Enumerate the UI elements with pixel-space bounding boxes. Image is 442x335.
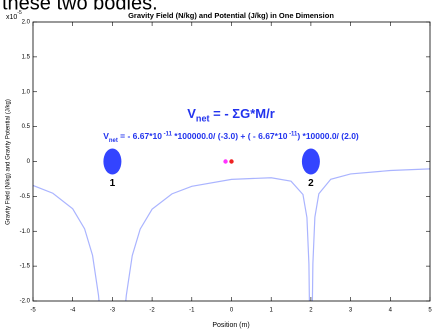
formula-1: Vnet = - ΣG*M/r (187, 106, 275, 124)
body-label: 1 (110, 178, 116, 189)
formula-text: V (187, 106, 196, 121)
x-tick-label: -4 (70, 308, 76, 314)
chart-title: Gravity Field (N/kg) and Potential (J/kg… (128, 11, 334, 20)
formula-text: *100000.0/ (-3.0) + ( - 6.67*10 (172, 131, 288, 141)
y-tick-label: 0 (27, 159, 31, 165)
x-tick-label: 3 (349, 308, 353, 314)
y-tick-label: 2.0 (22, 20, 31, 26)
formula-text: = - 6.67*10 (118, 131, 162, 141)
x-tick-label: 5 (428, 308, 432, 314)
y-tick-label: 1.0 (22, 89, 31, 95)
y-tick-label: 1.5 (22, 54, 31, 60)
subscript: net (196, 114, 210, 124)
x-tick-label: -1 (189, 308, 195, 314)
x-tick-label: -2 (149, 308, 155, 314)
formula-text: ) *10000.0/ (2.0) (297, 131, 359, 141)
y-tick-label: 0.5 (22, 124, 31, 130)
x-tick-label: 0 (230, 308, 234, 314)
superscript: -11 (287, 131, 298, 137)
y-multiplier: x10-5 (6, 10, 22, 21)
plot-area (33, 168, 430, 301)
x-tick-label: 1 (270, 308, 274, 314)
x-tick-label: -5 (30, 308, 36, 314)
x-tick-label: 4 (389, 308, 393, 314)
formula-text: = - ΣG*M/r (210, 106, 275, 121)
multiplier-base: x10 (6, 14, 17, 21)
body-label: 2 (308, 178, 314, 189)
y-tick-label: -0.5 (20, 194, 31, 200)
y-tick-label: -2.0 (20, 299, 31, 305)
body (103, 148, 122, 175)
formula-text: V (103, 131, 109, 141)
x-axis-label: Position (m) (212, 322, 249, 329)
probe (223, 159, 228, 164)
body (301, 148, 320, 175)
y-axis-label: Gravity Field (N/kg) and Gravity Potenti… (6, 99, 12, 225)
y-tick-label: -1.0 (20, 229, 31, 235)
formula-2: Vnet = - 6.67*10 -11 *100000.0/ (-3.0) +… (103, 131, 359, 143)
caption: these two bodies. (2, 0, 158, 14)
subscript: net (109, 138, 118, 144)
x-tick-label: -3 (110, 308, 116, 314)
potential-line (33, 168, 430, 301)
probe (229, 159, 234, 164)
x-tick-label: 2 (309, 308, 313, 314)
y-tick-label: -1.5 (20, 264, 31, 270)
superscript: -11 (162, 131, 173, 137)
multiplier-exponent: -5 (17, 10, 22, 16)
